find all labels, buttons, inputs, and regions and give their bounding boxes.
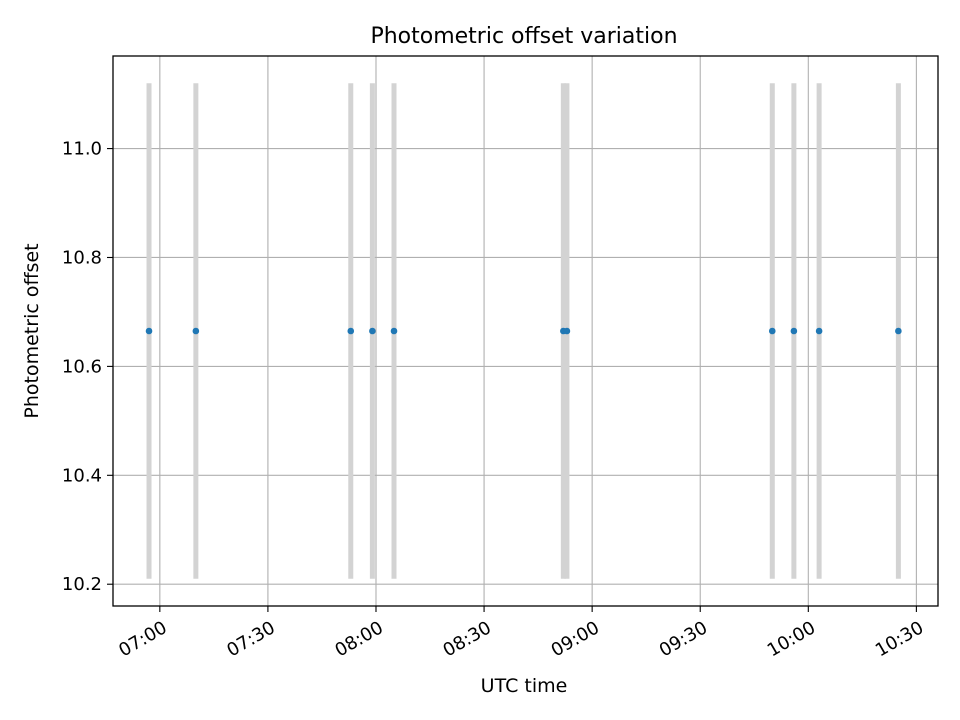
x-tick-label: 10:00 [764,617,819,661]
y-tick-label: 11.0 [62,139,102,160]
data-point [790,327,798,335]
x-tick-label: 07:00 [115,617,170,661]
plot-frame [112,55,939,607]
y-tick-label: 10.2 [62,574,102,595]
data-point [390,327,398,335]
y-axis-ticks: 10.2 10.4 10.6 10.8 11.0 [62,139,113,595]
error-bars [146,83,901,579]
x-tick-label: 08:30 [440,617,495,661]
x-axis-ticks: 07:00 07:30 08:00 08:30 09:00 09:30 10:00 10:30 [115,606,927,661]
data-point [815,327,823,335]
data-point [768,327,776,335]
data-point [145,327,153,335]
data-point [895,327,902,335]
y-tick-label: 10.4 [62,465,102,486]
data-point [192,327,200,335]
x-tick-label: 10:30 [872,617,927,661]
chart-title: Photometric offset variation [370,24,677,49]
y-tick-label: 10.8 [62,247,102,268]
data-point [563,327,571,335]
data-points [145,327,902,335]
x-tick-label: 09:30 [656,617,711,661]
y-tick-label: 10.6 [62,356,102,377]
data-point [369,327,376,335]
data-point [347,327,355,335]
x-tick-label: 07:30 [223,617,278,661]
x-tick-label: 08:00 [331,617,386,661]
y-axis-label: Photometric offset [21,243,43,418]
x-tick-label: 09:00 [548,617,603,661]
grid [113,56,938,606]
x-axis-label: UTC time [481,675,568,697]
